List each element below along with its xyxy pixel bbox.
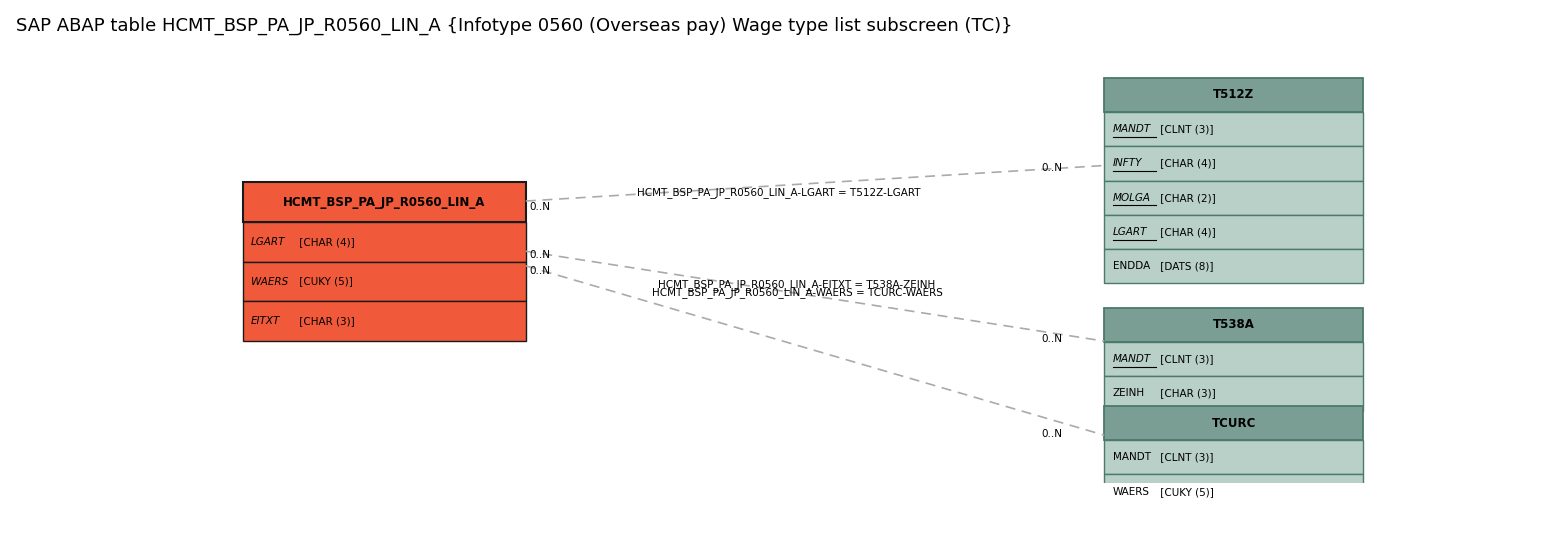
Text: HCMT_BSP_PA_JP_R0560_LIN_A-EITXT = T538A-ZEINH: HCMT_BSP_PA_JP_R0560_LIN_A-EITXT = T538A… (658, 279, 936, 290)
Text: T512Z: T512Z (1213, 89, 1255, 102)
FancyBboxPatch shape (1104, 249, 1364, 283)
Text: WAERS: WAERS (1113, 487, 1149, 497)
Text: TCURC: TCURC (1211, 416, 1256, 430)
Text: SAP ABAP table HCMT_BSP_PA_JP_R0560_LIN_A {Infotype 0560 (Overseas pay) Wage typ: SAP ABAP table HCMT_BSP_PA_JP_R0560_LIN_… (16, 16, 1012, 35)
FancyBboxPatch shape (1104, 308, 1364, 342)
Text: 0..N: 0..N (1042, 162, 1062, 173)
Text: 0..N: 0..N (1042, 429, 1062, 439)
Text: [CHAR (4)]: [CHAR (4)] (295, 237, 355, 247)
Text: MANDT: MANDT (1113, 124, 1151, 134)
Text: 0..N: 0..N (529, 203, 550, 212)
Text: MANDT: MANDT (1113, 354, 1151, 364)
FancyBboxPatch shape (1104, 440, 1364, 475)
Text: HCMT_BSP_PA_JP_R0560_LIN_A-WAERS = TCURC-WAERS: HCMT_BSP_PA_JP_R0560_LIN_A-WAERS = TCURC… (652, 288, 942, 299)
Text: 0..N: 0..N (529, 266, 550, 276)
Text: 0..N: 0..N (529, 250, 550, 261)
Text: [CHAR (4)]: [CHAR (4)] (1157, 227, 1216, 237)
Text: HCMT_BSP_PA_JP_R0560_LIN_A: HCMT_BSP_PA_JP_R0560_LIN_A (283, 195, 485, 209)
Text: [CUKY (5)]: [CUKY (5)] (295, 276, 353, 287)
Text: 0..N: 0..N (1042, 334, 1062, 344)
FancyBboxPatch shape (1104, 215, 1364, 249)
FancyBboxPatch shape (1104, 376, 1364, 411)
Text: [CLNT (3)]: [CLNT (3)] (1157, 354, 1214, 364)
FancyBboxPatch shape (1104, 112, 1364, 146)
FancyBboxPatch shape (1104, 181, 1364, 215)
Text: MOLGA: MOLGA (1113, 193, 1151, 203)
FancyBboxPatch shape (243, 182, 526, 222)
FancyBboxPatch shape (1104, 78, 1364, 112)
Text: [CHAR (3)]: [CHAR (3)] (295, 316, 355, 326)
FancyBboxPatch shape (243, 262, 526, 301)
Text: HCMT_BSP_PA_JP_R0560_LIN_A-LGART = T512Z-LGART: HCMT_BSP_PA_JP_R0560_LIN_A-LGART = T512Z… (638, 187, 921, 198)
Text: T538A: T538A (1213, 318, 1255, 331)
FancyBboxPatch shape (1104, 342, 1364, 376)
Text: MANDT: MANDT (1113, 452, 1151, 462)
Text: [CHAR (2)]: [CHAR (2)] (1157, 193, 1216, 203)
FancyBboxPatch shape (243, 222, 526, 262)
Text: [CUKY (5)]: [CUKY (5)] (1157, 487, 1214, 497)
FancyBboxPatch shape (1104, 146, 1364, 181)
Text: ENDDA: ENDDA (1113, 261, 1151, 272)
Text: [CHAR (3)]: [CHAR (3)] (1157, 388, 1216, 399)
FancyBboxPatch shape (1104, 475, 1364, 509)
Text: INFTY: INFTY (1113, 159, 1143, 168)
Text: LGART: LGART (1113, 227, 1148, 237)
Text: [CLNT (3)]: [CLNT (3)] (1157, 452, 1214, 462)
Text: [CHAR (4)]: [CHAR (4)] (1157, 159, 1216, 168)
Text: ZEINH: ZEINH (1113, 388, 1144, 399)
Text: [DATS (8)]: [DATS (8)] (1157, 261, 1214, 272)
Text: EITXT: EITXT (250, 316, 280, 326)
Text: WAERS: WAERS (250, 276, 288, 287)
Text: LGART: LGART (250, 237, 286, 247)
FancyBboxPatch shape (243, 301, 526, 341)
FancyBboxPatch shape (1104, 406, 1364, 440)
Text: [CLNT (3)]: [CLNT (3)] (1157, 124, 1214, 134)
